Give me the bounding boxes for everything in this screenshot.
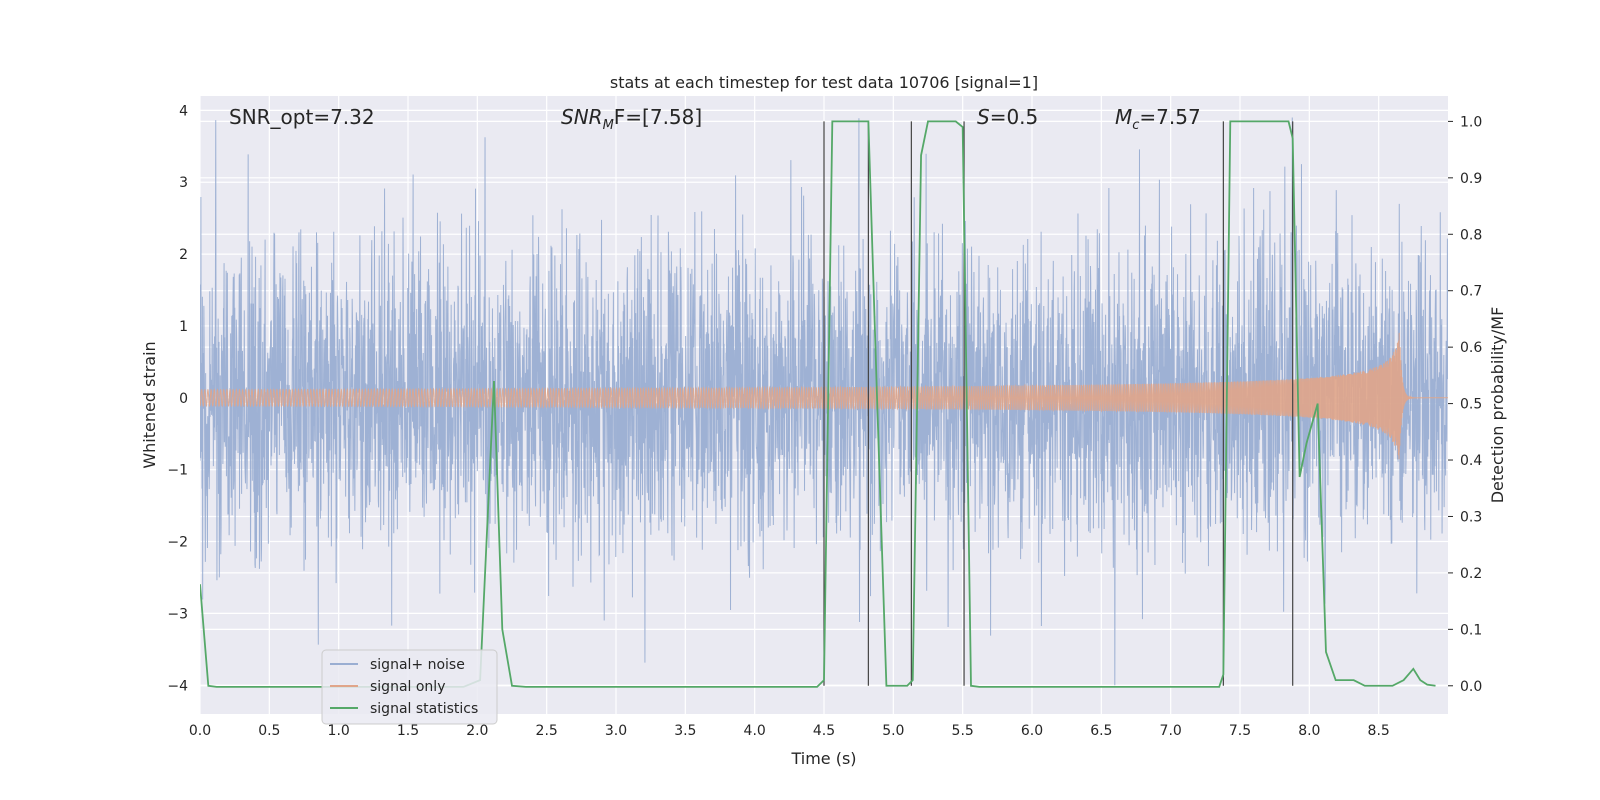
y-right-tick-label: 0.0 — [1460, 679, 1482, 695]
annotation-snr-mf: SNRMF=[7.58] — [561, 105, 702, 133]
y-right-tick-label: 0.8 — [1460, 227, 1482, 243]
x-tick-label: 0.5 — [258, 723, 280, 739]
y-axis-left-label: Whitened strain — [140, 341, 159, 468]
y-left-tick-label: 2 — [179, 247, 188, 263]
y-left-tick-label: −1 — [167, 463, 188, 479]
x-tick-label: 5.5 — [952, 723, 974, 739]
y-right-tick-label: 0.7 — [1460, 284, 1482, 300]
y-left-tick-label: 4 — [179, 103, 188, 119]
annotation-snr-mf-rest: F=[7.58] — [614, 105, 702, 129]
chart-title: stats at each timestep for test data 107… — [610, 73, 1038, 92]
x-tick-label: 2.5 — [536, 723, 558, 739]
annotation-snr-mf-main: SNR — [561, 105, 603, 129]
annotation-mc-rest: =7.57 — [1139, 105, 1200, 129]
x-tick-label: 3.0 — [605, 723, 627, 739]
annotation-snr-mf-sub: M — [603, 118, 614, 133]
y-left-tick-label: −4 — [167, 678, 188, 694]
y-right-tick-label: 1.0 — [1460, 114, 1482, 130]
x-tick-label: 3.5 — [674, 723, 696, 739]
annotation-mc-sub: c — [1132, 118, 1139, 133]
legend-label-signal-only: signal only — [370, 679, 445, 695]
y-right-tick-label: 0.9 — [1460, 171, 1482, 187]
y-axis-left-ticks: 4 3 2 1 0 −1 −2 −3 −4 — [167, 103, 188, 694]
annotation-s-main: S — [977, 105, 990, 129]
plot-area — [200, 117, 1448, 688]
y-right-tick-label: 0.2 — [1460, 566, 1482, 582]
y-right-tick-label: 0.6 — [1460, 340, 1482, 356]
x-tick-label: 2.0 — [466, 723, 488, 739]
y-left-tick-label: −2 — [167, 535, 188, 551]
y-left-tick-label: 1 — [179, 319, 188, 335]
x-tick-label: 8.0 — [1298, 723, 1320, 739]
x-tick-label: 8.5 — [1368, 723, 1390, 739]
x-tick-label: 0.0 — [189, 723, 211, 739]
x-tick-label: 1.0 — [328, 723, 350, 739]
x-tick-label: 6.0 — [1021, 723, 1043, 739]
annotation-mc-main: M — [1115, 105, 1132, 129]
series-signal-statistics — [200, 120, 1436, 688]
x-tick-label: 4.5 — [813, 723, 835, 739]
x-tick-label: 6.5 — [1090, 723, 1112, 739]
annotation-snr-opt: SNR_opt=7.32 — [229, 105, 375, 129]
legend-label-signal-statistics: signal statistics — [370, 701, 478, 717]
legend-label-signal-noise: signal+ noise — [370, 657, 465, 673]
annotation-mc: Mc=7.57 — [1115, 105, 1201, 133]
y-left-tick-label: 0 — [179, 391, 188, 407]
x-tick-label: 7.5 — [1229, 723, 1251, 739]
x-tick-label: 7.0 — [1160, 723, 1182, 739]
y-left-tick-label: 3 — [179, 175, 188, 191]
y-right-tick-label: 0.4 — [1460, 453, 1482, 469]
y-right-tick-label: 0.1 — [1460, 622, 1482, 638]
annotation-s-rest: =0.5 — [990, 105, 1039, 129]
x-axis-ticks: 0.0 0.5 1.0 1.5 2.0 2.5 3.0 3.5 4.0 4.5 5.0 5.5 6.0 6… — [189, 723, 1390, 739]
annotation-s: S=0.5 — [977, 105, 1038, 129]
y-right-tick-label: 0.3 — [1460, 509, 1482, 525]
x-tick-label: 4.0 — [744, 723, 766, 739]
y-axis-right-ticks: 1.0 0.9 0.8 0.7 0.6 0.5 0.4 0.3 0.2 0.1 0.0 — [1448, 114, 1482, 695]
y-axis-right-label: Detection probability/MF — [1488, 307, 1507, 504]
y-left-tick-label: −3 — [167, 606, 188, 622]
legend: signal+ noise signal only signal statist… — [321, 649, 498, 725]
x-axis-label: Time (s) — [790, 749, 856, 768]
x-tick-label: 5.0 — [882, 723, 904, 739]
legend-box — [321, 649, 498, 725]
x-tick-label: 1.5 — [397, 723, 419, 739]
y-right-tick-label: 0.5 — [1460, 397, 1482, 413]
